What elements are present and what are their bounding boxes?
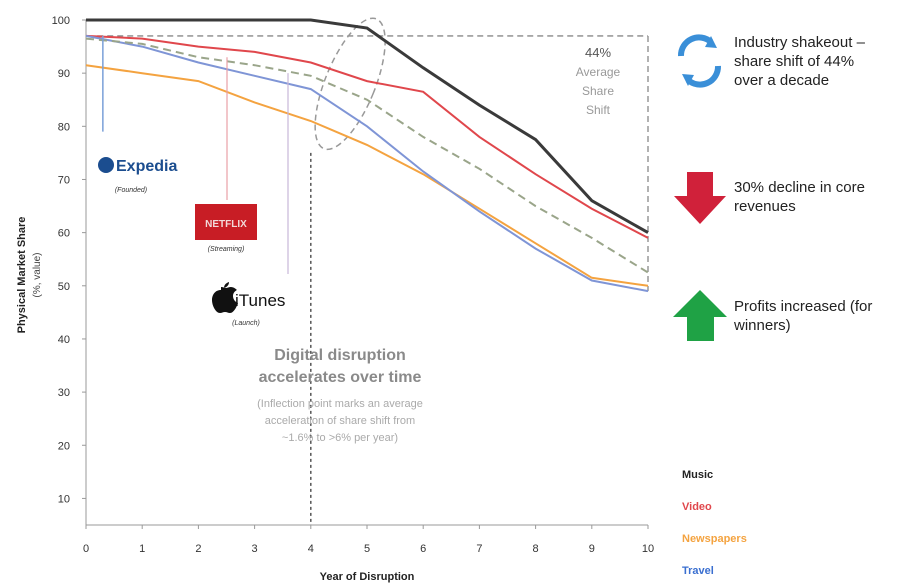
x-tick-label: 2 bbox=[195, 543, 201, 555]
series-line-video bbox=[85, 34, 649, 239]
y-tick-label: 80 bbox=[58, 121, 70, 133]
recycle-arrow-top bbox=[678, 34, 713, 57]
expedia-logo-text: Expedia bbox=[116, 158, 177, 175]
expedia-caption: (Founded) bbox=[115, 187, 147, 194]
netflix-logo-box bbox=[195, 204, 257, 240]
side-note-line: winners) bbox=[734, 317, 791, 334]
average-shift-label: 44% bbox=[585, 45, 611, 60]
side-note-line: share shift of 44% bbox=[734, 53, 855, 70]
x-tick-label: 10 bbox=[642, 543, 654, 555]
annotation-body: acceleration of share shift from bbox=[265, 415, 415, 427]
event-markers: Expedia (Founded) NETFLIX (Streaming) iTunes… bbox=[98, 35, 289, 327]
series-line-average bbox=[85, 37, 649, 274]
series-lines bbox=[85, 18, 649, 293]
side-icons bbox=[673, 34, 727, 341]
x-tick-label: 1 bbox=[139, 543, 145, 555]
x-tick-label: 7 bbox=[476, 543, 482, 555]
y-tick-label: 100 bbox=[52, 15, 70, 27]
average-shift-label: Shift bbox=[586, 103, 611, 117]
series-line-newspapers bbox=[85, 64, 649, 287]
annotation-body: (Inflection point marks an average bbox=[257, 398, 423, 410]
x-tick-label: 6 bbox=[420, 543, 426, 555]
legend-item-video: Video bbox=[682, 501, 712, 513]
side-note-recycle-arrows: Industry shakeout – share shift of 44% ove… bbox=[734, 33, 865, 90]
y-tick-label: 90 bbox=[58, 68, 70, 80]
recycle-arrow-bottom bbox=[686, 65, 721, 88]
apple-icon bbox=[212, 282, 238, 313]
netflix-caption: (Streaming) bbox=[208, 246, 245, 253]
y-tick-label: 10 bbox=[58, 493, 70, 505]
expedia-globe-icon bbox=[98, 157, 114, 173]
x-tick-label: 0 bbox=[83, 543, 89, 555]
average-shift-label: Average bbox=[576, 65, 621, 79]
y-tick-label: 40 bbox=[58, 334, 70, 346]
itunes-caption: (Launch) bbox=[232, 320, 260, 327]
y-tick-label: 20 bbox=[58, 440, 70, 452]
side-note-line: over a decade bbox=[734, 72, 830, 89]
recycle-arrowhead bbox=[682, 74, 694, 86]
x-tick-label: 8 bbox=[533, 543, 539, 555]
y-tick-label: 30 bbox=[58, 387, 70, 399]
annotations: 44% Average Share Shift Digital disruption ac… bbox=[257, 45, 620, 444]
y-tick-label: 70 bbox=[58, 174, 70, 186]
legend-item-travel: Travel bbox=[682, 565, 714, 577]
tick-labels: 0 1 2 3 4 5 6 7 8 9 10 10 20 30 40 50 60 70 80 90 100 Year of… bbox=[16, 15, 654, 583]
side-note-line: Profits increased (for bbox=[734, 298, 873, 315]
guide-lines bbox=[97, 17, 649, 525]
side-note-line: revenues bbox=[734, 198, 796, 215]
annotation-body: ~1.6% to >6% per year) bbox=[282, 432, 398, 444]
legend-item-music: Music bbox=[682, 469, 714, 481]
side-note-down-arrow: 30% decline in core revenues bbox=[734, 178, 865, 216]
side-note-line: 30% decline in core bbox=[734, 179, 865, 196]
down-arrow-shape bbox=[674, 172, 726, 224]
legend-item-newspapers: Newspapers bbox=[682, 533, 747, 545]
y-tick-label: 50 bbox=[58, 281, 70, 293]
up-arrow-shape bbox=[673, 290, 727, 341]
series-line-travel bbox=[85, 34, 649, 293]
x-tick-label: 3 bbox=[252, 543, 258, 555]
netflix-logo-text: NETFLIX bbox=[205, 219, 247, 230]
x-tick-label: 9 bbox=[589, 543, 595, 555]
x-tick-label: 4 bbox=[308, 543, 314, 555]
side-note-up-arrow: Profits increased (for winners) bbox=[734, 297, 872, 335]
itunes-logo-text: iTunes bbox=[235, 291, 285, 310]
x-axis-title: Year of Disruption bbox=[320, 571, 415, 583]
annotation-title: Digital disruption bbox=[274, 347, 406, 364]
x-tick-label: 5 bbox=[364, 543, 370, 555]
series-line-music bbox=[86, 18, 649, 234]
side-note-line: Industry shakeout – bbox=[734, 34, 865, 51]
y-axis-unit: (%, value) bbox=[32, 252, 43, 297]
y-axis-title: Physical Market Share bbox=[16, 217, 28, 334]
y-tick-label: 60 bbox=[58, 228, 70, 240]
inflection-ellipse bbox=[314, 17, 386, 151]
axes bbox=[85, 20, 648, 526]
annotation-title: accelerates over time bbox=[259, 369, 422, 386]
average-shift-label: Share bbox=[582, 84, 614, 98]
recycle-arrowhead bbox=[705, 36, 717, 48]
